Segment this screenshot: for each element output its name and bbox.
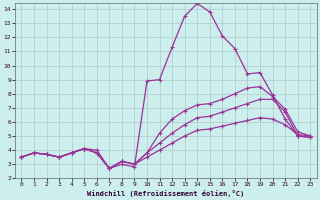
- X-axis label: Windchill (Refroidissement éolien,°C): Windchill (Refroidissement éolien,°C): [87, 190, 244, 197]
